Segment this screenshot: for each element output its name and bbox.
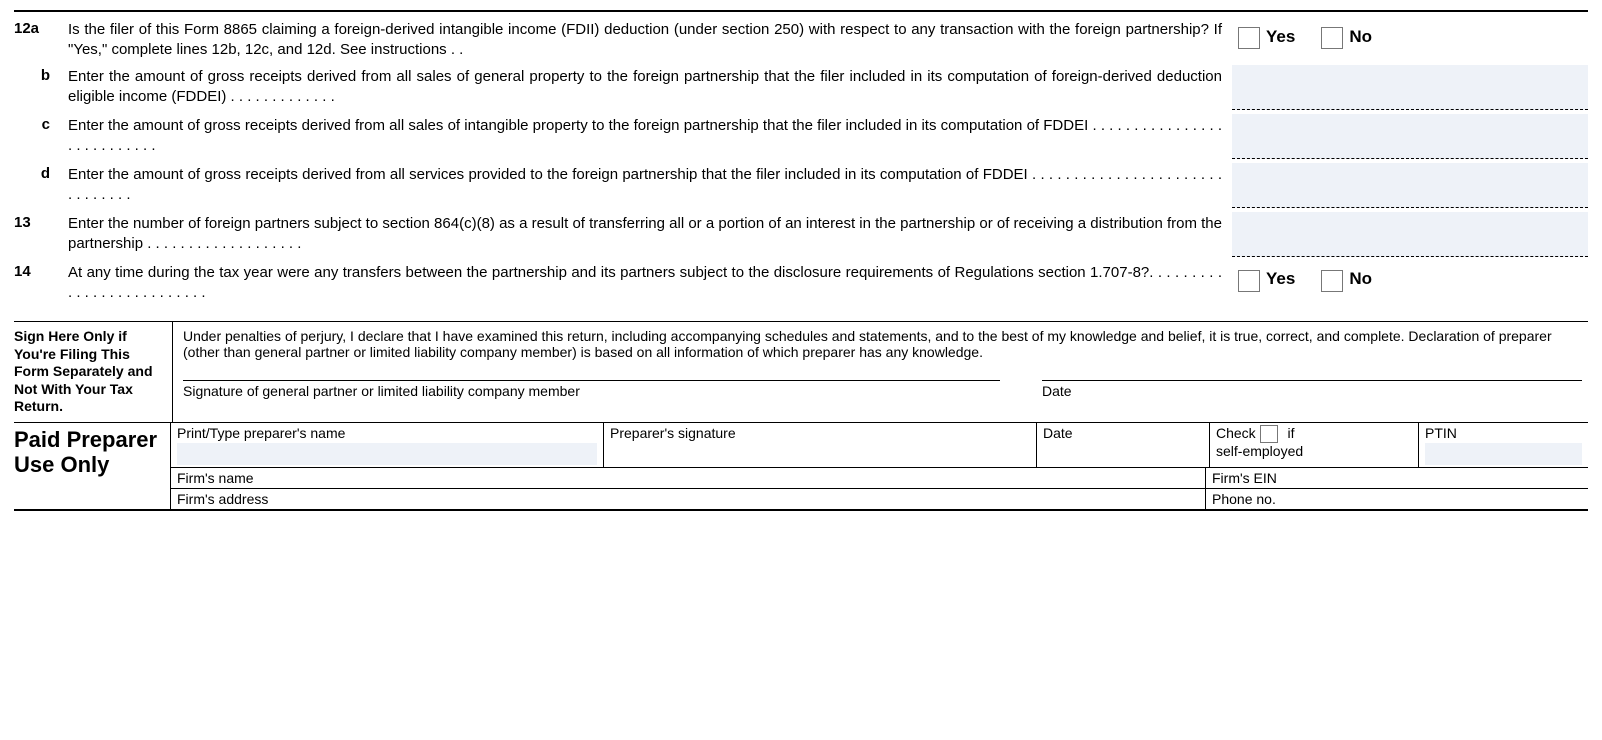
ptin-cell[interactable]: PTIN [1419,423,1588,467]
line-14: 14 At any time during the tax year were … [14,261,1588,304]
line-text: Enter the amount of gross receipts deriv… [68,163,1232,206]
preparer-date-cell[interactable]: Date [1037,423,1210,467]
firm-ein-cell[interactable]: Firm's EIN [1206,468,1588,488]
amount-input-12b[interactable] [1232,65,1588,110]
perjury-declaration: Under penalties of perjury, I declare th… [183,328,1582,360]
line-number: 12a [14,18,68,37]
signature-line[interactable]: Signature of general partner or limited … [183,380,1000,399]
yes-option[interactable]: Yes [1238,269,1295,291]
line-13: 13 Enter the number of foreign partners … [14,212,1588,257]
date-line[interactable]: Date [1042,380,1582,399]
amount-input-12d[interactable] [1232,163,1588,208]
preparer-name-cell[interactable]: Print/Type preparer's name [171,423,604,467]
sign-here-section: Sign Here Only if You're Filing This For… [14,322,1588,422]
amount-input-13[interactable] [1232,212,1588,257]
line-12b: b Enter the amount of gross receipts der… [14,65,1588,110]
line-number: b [14,65,68,84]
line-number: 14 [14,261,68,280]
sign-here-heading: Sign Here Only if You're Filing This For… [14,322,173,422]
paid-preparer-section: Paid Preparer Use Only Print/Type prepar… [14,422,1588,509]
line-text: Enter the number of foreign partners sub… [68,212,1232,255]
checkbox-icon[interactable] [1321,270,1343,292]
line-text: Is the filer of this Form 8865 claiming … [68,18,1232,61]
line-text: Enter the amount of gross receipts deriv… [68,114,1232,157]
firm-address-cell[interactable]: Firm's address [171,489,1206,509]
checkbox-icon[interactable] [1260,425,1278,443]
line-number: 13 [14,212,68,231]
no-option[interactable]: No [1321,269,1372,291]
no-option[interactable]: No [1321,27,1372,49]
line-text: At any time during the tax year were any… [68,261,1232,304]
paid-preparer-heading: Paid Preparer Use Only [14,423,171,509]
firm-name-cell[interactable]: Firm's name [171,468,1206,488]
self-employed-cell[interactable]: Check if self-employed [1210,423,1419,467]
checkbox-icon[interactable] [1321,27,1343,49]
preparer-signature-cell[interactable]: Preparer's signature [604,423,1037,467]
line-12c: c Enter the amount of gross receipts der… [14,114,1588,159]
checkbox-icon[interactable] [1238,270,1260,292]
amount-input-12c[interactable] [1232,114,1588,159]
line-number: c [14,114,68,133]
line-number: d [14,163,68,182]
line-text: Enter the amount of gross receipts deriv… [68,65,1232,108]
checkbox-icon[interactable] [1238,27,1260,49]
yes-option[interactable]: Yes [1238,27,1295,49]
phone-cell[interactable]: Phone no. [1206,489,1588,509]
line-12a: 12a Is the filer of this Form 8865 claim… [14,18,1588,61]
line-12d: d Enter the amount of gross receipts der… [14,163,1588,208]
